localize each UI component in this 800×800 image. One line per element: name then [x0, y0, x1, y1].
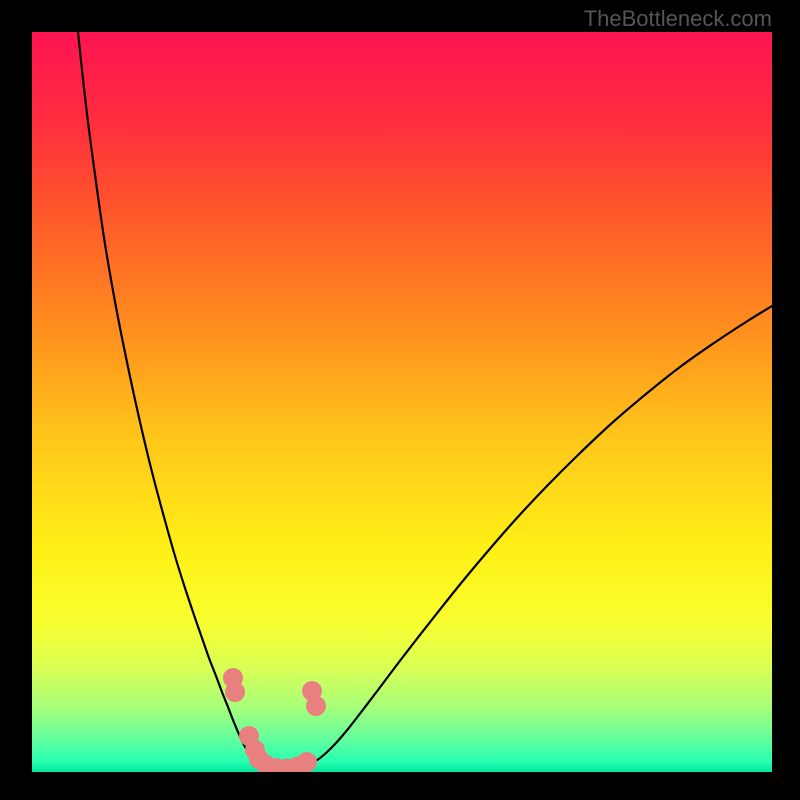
- bottleneck-curve-left: [78, 32, 304, 768]
- curve-layer: [32, 32, 772, 772]
- bottleneck-curve-right: [304, 306, 772, 765]
- data-marker: [306, 696, 326, 716]
- marker-group: [223, 668, 326, 772]
- watermark-text: TheBottleneck.com: [584, 6, 772, 32]
- plot-area: [32, 32, 772, 772]
- chart-frame: TheBottleneck.com: [0, 0, 800, 800]
- data-marker: [225, 682, 245, 702]
- data-marker: [297, 752, 317, 772]
